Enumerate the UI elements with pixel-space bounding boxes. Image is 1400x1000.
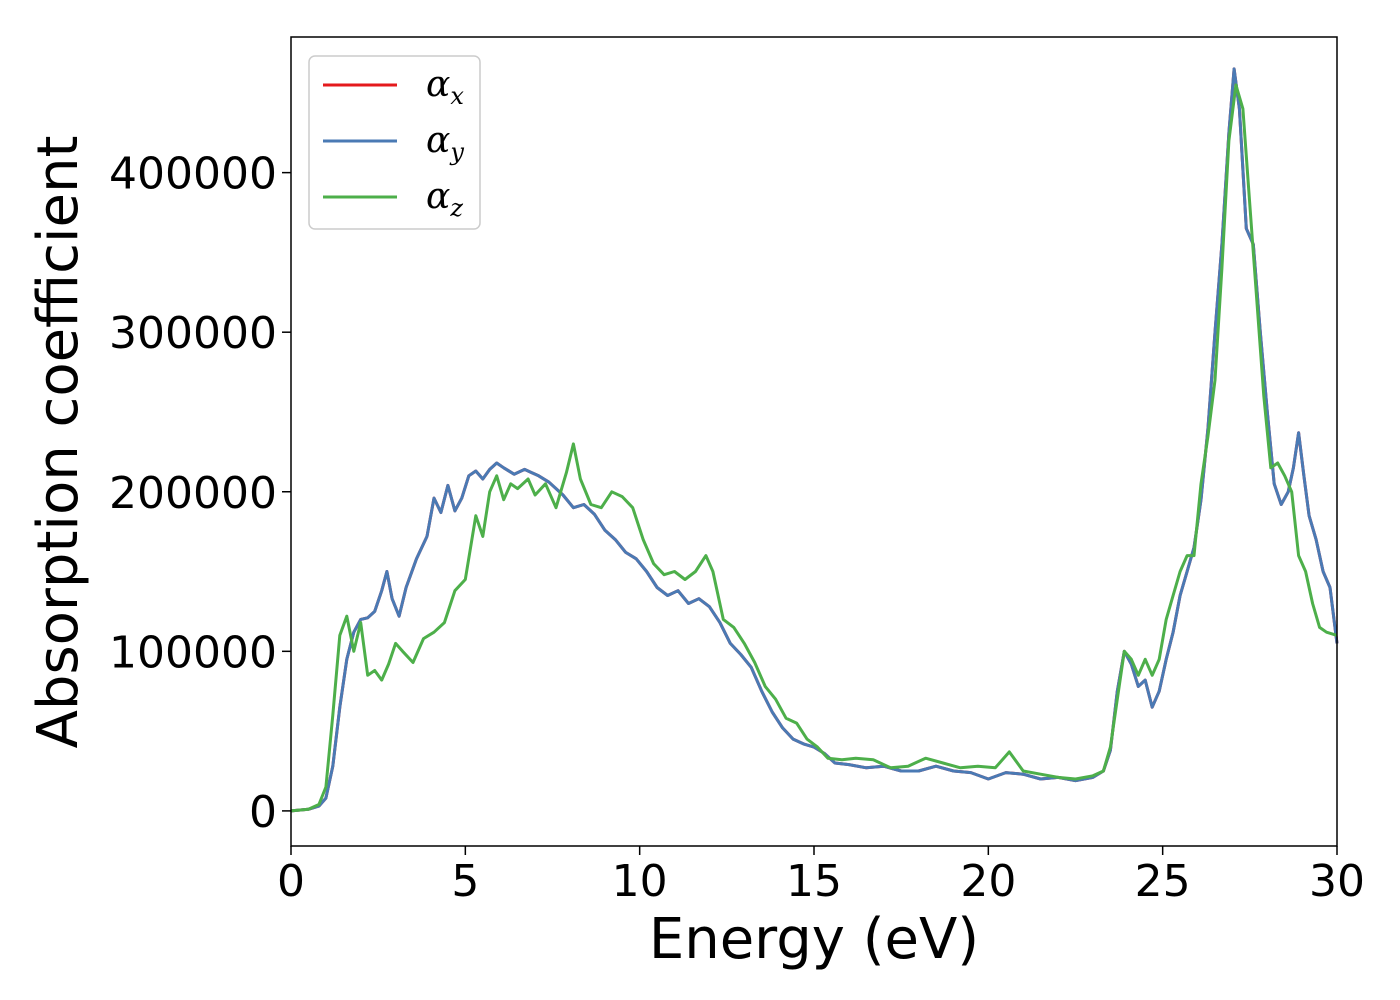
legend-symbol: α [426, 64, 450, 105]
legend-subscript: z [449, 194, 463, 222]
x-tick-label: 5 [451, 856, 479, 907]
series-layer [290, 67, 1339, 813]
x-tick-label: 0 [277, 856, 305, 907]
legend-label-x: αx [426, 64, 464, 110]
x-tick-label: 10 [612, 856, 668, 907]
legend-symbol: α [426, 176, 450, 217]
series-line-y [290, 67, 1339, 813]
y-axis-label: Absorption coefficient [26, 136, 91, 749]
y-tick-label: 0 [249, 787, 277, 838]
x-tick-label: 30 [1309, 856, 1365, 907]
x-axis-ticks: 0 5 10 15 20 25 30 [277, 846, 1365, 907]
series-line-z [290, 83, 1338, 813]
legend-subscript: x [450, 82, 464, 110]
legend-label-z: αz [426, 176, 463, 222]
legend-label-y: αy [426, 120, 464, 166]
legend-subscript: y [449, 138, 464, 166]
y-tick-label: 100000 [109, 627, 277, 678]
y-tick-label: 400000 [109, 149, 277, 200]
x-axis-label: Energy (eV) [649, 907, 979, 972]
x-tick-label: 15 [786, 856, 842, 907]
x-tick-label: 25 [1135, 856, 1191, 907]
y-tick-label: 300000 [109, 308, 277, 359]
x-tick-label: 20 [960, 856, 1016, 907]
y-tick-label: 200000 [109, 468, 277, 519]
legend-symbol: α [426, 120, 450, 161]
y-axis-ticks: 0 100000 200000 300000 400000 [109, 149, 291, 838]
